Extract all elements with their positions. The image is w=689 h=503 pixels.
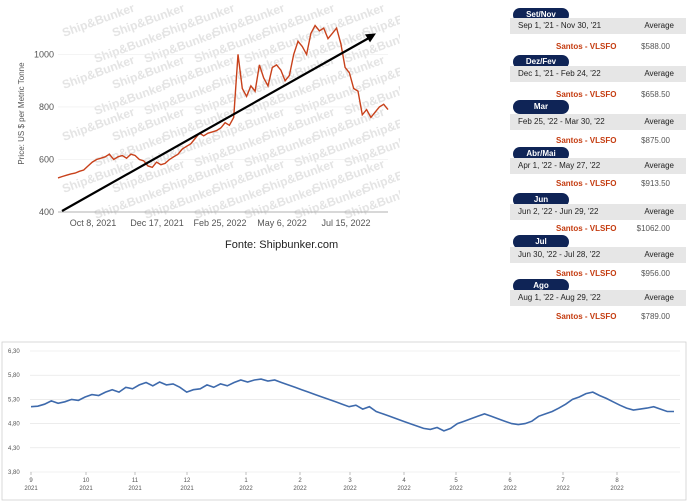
x-tick-year: 2022 <box>449 486 463 492</box>
x-tick-month: 7 <box>561 478 565 484</box>
average-price: $789.00 <box>641 312 670 321</box>
period-value-row: Santos - VLSFO $913.50 <box>510 177 686 191</box>
port-fuel-label: Santos - VLSFO <box>556 224 617 233</box>
x-tick-year: 2021 <box>180 486 194 492</box>
average-label: Average <box>644 69 674 78</box>
bunker-price-chart: Ship&Bunker Ship&Bunker Ship&Bunker Ship&Bu… <box>0 0 400 235</box>
port-fuel-label: Santos - VLSFO <box>556 179 617 188</box>
average-label: Average <box>644 117 674 126</box>
y-tick-label: 600 <box>39 154 54 164</box>
x-tick-year: 2022 <box>397 486 411 492</box>
port-fuel-label: Santos - VLSFO <box>556 136 617 145</box>
period-value-row: Santos - VLSFO $956.00 <box>510 267 686 281</box>
period-badge: Jul <box>513 235 569 249</box>
x-tick-month: 2 <box>298 478 302 484</box>
y-tick-label: 4,80 <box>8 422 20 428</box>
x-tick-label: May 6, 2022 <box>257 218 307 228</box>
x-tick-label: Jul 15, 2022 <box>321 218 370 228</box>
date-range: Sep 1, '21 - Nov 30, '21 <box>518 21 602 30</box>
y-tick-label: 5,80 <box>8 373 20 379</box>
chart-border <box>1 341 687 501</box>
x-tick-year: 2021 <box>24 486 38 492</box>
x-tick-month: 6 <box>508 478 512 484</box>
period-value-row: Santos - VLSFO $789.00 <box>510 310 686 324</box>
period-badge: Dez/Fev <box>513 55 569 69</box>
x-tick-month: 12 <box>184 478 191 484</box>
period-header-row: Aug 1, '22 - Aug 29, '22 Average <box>510 290 686 306</box>
bunker-price-chart-svg: Ship&BunkerShip&BunkerShip&BunkerShip&Bu… <box>17 1 400 228</box>
period-value-row: Santos - VLSFO $588.00 <box>510 40 686 54</box>
average-label: Average <box>644 21 674 30</box>
x-tick-month: 9 <box>29 478 33 484</box>
y-axis-label: Price: US $ per Metric Tonne <box>17 62 26 165</box>
x-tick-month: 8 <box>615 478 619 484</box>
x-tick-label: Oct 8, 2021 <box>70 218 117 228</box>
date-range: Jun 2, '22 - Jun 29, '22 <box>518 207 599 216</box>
port-fuel-label: Santos - VLSFO <box>556 42 617 51</box>
date-range: Feb 25, '22 - Mar 30, '22 <box>518 117 605 126</box>
average-price: $1062.00 <box>636 224 670 233</box>
y-tick-label: 400 <box>39 207 54 217</box>
x-tick-year: 2022 <box>343 486 357 492</box>
port-fuel-label: Santos - VLSFO <box>556 312 617 321</box>
x-tick-label: Feb 25, 2022 <box>193 218 246 228</box>
date-range: Aug 1, '22 - Aug 29, '22 <box>518 293 601 302</box>
rate-series-line <box>30 378 674 432</box>
port-fuel-label: Santos - VLSFO <box>556 269 617 278</box>
port-fuel-label: Santos - VLSFO <box>556 90 617 99</box>
trend-arrow-line <box>61 36 371 212</box>
average-label: Average <box>644 207 674 216</box>
period-header-row: Jun 2, '22 - Jun 29, '22 Average <box>510 204 686 220</box>
period-badge: Mar <box>513 100 569 114</box>
trend-arrow-head <box>365 33 376 43</box>
x-tick-year: 2021 <box>128 486 142 492</box>
average-price: $956.00 <box>641 269 670 278</box>
source-caption: Fonte: Shipbunker.com <box>225 239 339 251</box>
period-value-row: Santos - VLSFO $658.50 <box>510 88 686 102</box>
date-range: Jun 30, '22 - Jul 28, '22 <box>518 250 601 259</box>
y-tick-label: 1000 <box>34 49 54 59</box>
period-value-row: Santos - VLSFO $875.00 <box>510 134 686 148</box>
period-badge: Ago <box>513 279 569 293</box>
x-tick-year: 2022 <box>503 486 517 492</box>
average-price: $588.00 <box>641 42 670 51</box>
exchange-rate-chart-svg: 3,80 4,30 4,80 5,30 5,80 6,30 9 2021 10 2021 11 202… <box>1 341 687 501</box>
x-tick-year: 2022 <box>610 486 624 492</box>
average-price: $913.50 <box>641 179 670 188</box>
x-tick-month: 4 <box>402 478 406 484</box>
y-tick-label: 5,30 <box>8 397 20 403</box>
y-tick-label: 3,80 <box>8 470 20 476</box>
x-tick-month: 1 <box>244 478 248 484</box>
price-series-line <box>57 24 389 179</box>
average-label: Average <box>644 161 674 170</box>
y-tick-label: 4,30 <box>8 446 20 452</box>
date-range: Apr 1, '22 - May 27, '22 <box>518 161 601 170</box>
watermark-layer: Ship&BunkerShip&BunkerShip&BunkerShip&Bu… <box>60 1 400 222</box>
y-tick-label: 800 <box>39 102 54 112</box>
x-tick-month: 11 <box>132 478 139 484</box>
x-tick-month: 3 <box>348 478 352 484</box>
x-tick-year: 2022 <box>556 486 570 492</box>
x-tick-year: 2021 <box>79 486 93 492</box>
period-header-row: Apr 1, '22 - May 27, '22 Average <box>510 158 686 174</box>
period-header-row: Dec 1, '21 - Feb 24, '22 Average <box>510 66 686 82</box>
x-tick-year: 2022 <box>293 486 307 492</box>
average-label: Average <box>644 250 674 259</box>
period-header-row: Sep 1, '21 - Nov 30, '21 Average <box>510 18 686 34</box>
average-price: $658.50 <box>641 90 670 99</box>
x-tick-year: 2022 <box>239 486 253 492</box>
y-tick-label: 6,30 <box>8 349 20 355</box>
average-price: $875.00 <box>641 136 670 145</box>
x-tick-label: Dec 17, 2021 <box>130 218 184 228</box>
period-value-row: Santos - VLSFO $1062.00 <box>510 222 686 236</box>
x-tick-month: 5 <box>454 478 458 484</box>
period-badge: Jun <box>513 193 569 207</box>
period-header-row: Feb 25, '22 - Mar 30, '22 Average <box>510 114 686 130</box>
period-badge: Abr/Mai <box>513 147 569 161</box>
period-header-row: Jun 30, '22 - Jul 28, '22 Average <box>510 247 686 263</box>
date-range: Dec 1, '21 - Feb 24, '22 <box>518 69 601 78</box>
exchange-rate-chart: 3,80 4,30 4,80 5,30 5,80 6,30 9 2021 10 2021 11 202… <box>0 340 689 503</box>
average-label: Average <box>644 293 674 302</box>
x-tick-month: 10 <box>83 478 90 484</box>
